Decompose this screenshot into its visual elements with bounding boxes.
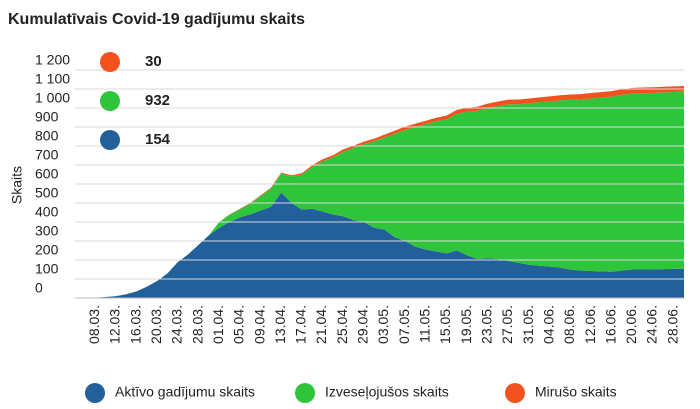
x-tick-label: 11.05. xyxy=(417,305,433,343)
x-tick-label: 12.03. xyxy=(107,305,123,344)
x-tick-label: 08.06. xyxy=(561,305,577,344)
chart-title: Kumulatīvais Covid-19 gadījumu skaits xyxy=(8,11,305,28)
x-tick-label: 01.04. xyxy=(210,305,226,344)
legend-marker xyxy=(295,383,315,403)
area xyxy=(85,91,684,298)
x-tick-label: 20.06. xyxy=(623,305,639,344)
x-tick-label: 13.04. xyxy=(272,305,288,344)
y-tick-label: 1 000 xyxy=(35,90,70,106)
x-tick-label: 15.05. xyxy=(437,305,453,344)
x-tick-label: 16.03. xyxy=(127,305,143,344)
x-tick-label: 07.05. xyxy=(396,305,412,344)
y-tick-label: 800 xyxy=(35,128,59,144)
x-tick-label: 08.03. xyxy=(86,305,102,344)
x-tick-label: 12.06. xyxy=(582,305,598,344)
x-tick-label: 05.04. xyxy=(231,305,247,344)
x-tick-label: 27.05. xyxy=(499,305,515,344)
areas xyxy=(85,85,684,299)
annotation-value: 154 xyxy=(145,131,171,148)
x-tick-label: 04.06. xyxy=(540,305,556,344)
y-tick-label: 400 xyxy=(35,204,59,220)
x-tick-label: 21.04. xyxy=(313,305,329,344)
x-tick-label: 24.06. xyxy=(644,305,660,344)
x-tick-label: 23.05. xyxy=(478,305,494,344)
x-tick-label: 29.04. xyxy=(355,305,371,344)
x-tick-label: 24.03. xyxy=(169,305,185,344)
annotation-value: 30 xyxy=(145,53,162,70)
area xyxy=(85,192,684,298)
y-axis-title: Skaits xyxy=(9,166,25,204)
y-tick-label: 600 xyxy=(35,166,59,182)
annotation-value: 932 xyxy=(145,92,170,109)
y-tick-label: 500 xyxy=(35,185,59,201)
y-tick-label: 300 xyxy=(35,223,59,239)
y-tick-label: 200 xyxy=(35,242,59,258)
x-tick-label: 31.05. xyxy=(520,305,536,344)
x-tick-label: 03.05. xyxy=(375,305,391,344)
x-tick-label: 20.03. xyxy=(148,305,164,344)
x-tick-label: 09.04. xyxy=(251,305,267,344)
x-tick-label: 28.06. xyxy=(664,305,680,344)
y-tick-label: 1 200 xyxy=(35,52,70,68)
annotation-marker xyxy=(100,130,120,150)
y-tick-label: 700 xyxy=(35,147,59,163)
annotation-marker xyxy=(100,52,120,72)
legend-label: Aktīvo gadījumu skaits xyxy=(115,384,255,400)
x-tick-label: 19.05. xyxy=(458,305,474,344)
legend-label: Mirušo skaits xyxy=(535,384,617,400)
y-tick-label: 1 100 xyxy=(35,71,70,87)
legend-marker xyxy=(505,383,525,403)
y-tick-label: 100 xyxy=(35,261,59,277)
x-tick-label: 17.04. xyxy=(293,305,309,344)
legend-marker xyxy=(85,383,105,403)
annotation-marker xyxy=(100,91,120,111)
x-tick-label: 16.06. xyxy=(602,305,618,344)
legend-label: Izveseļojušos skaits xyxy=(325,384,449,400)
x-tick-label: 28.03. xyxy=(189,305,205,344)
x-tick-label: 25.04. xyxy=(334,305,350,344)
y-tick-label: 900 xyxy=(35,109,59,125)
y-tick-label: 0 xyxy=(35,280,43,296)
